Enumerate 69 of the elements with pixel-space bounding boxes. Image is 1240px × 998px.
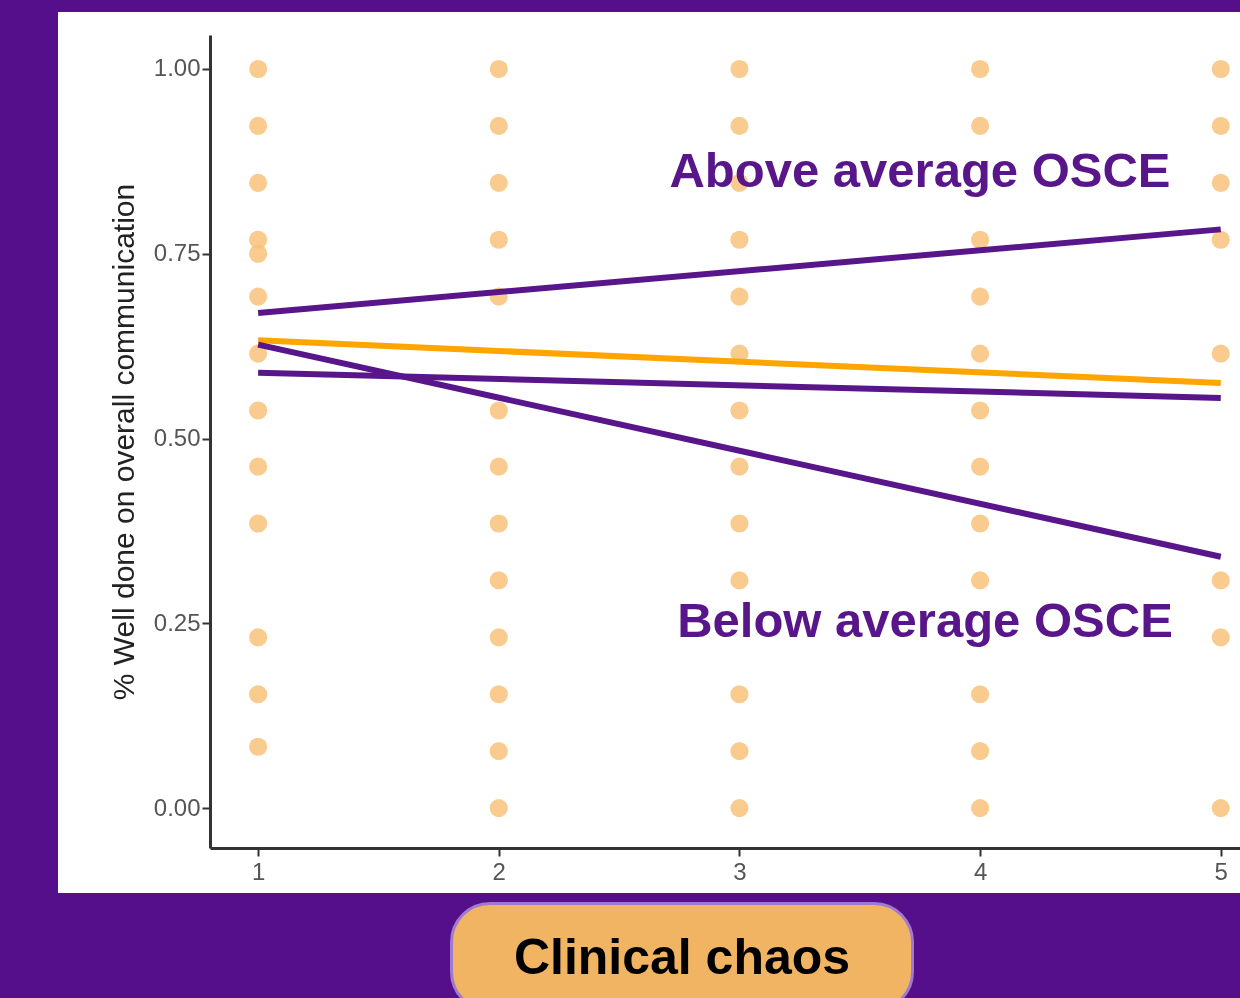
point	[1211, 230, 1230, 249]
point	[730, 742, 749, 761]
point	[971, 799, 990, 818]
y-tick-label: 1.00	[153, 54, 201, 82]
annotation: Above average OSCE	[669, 142, 1171, 198]
point	[971, 344, 990, 363]
point	[249, 344, 268, 363]
point	[249, 457, 268, 476]
point	[1211, 571, 1230, 590]
point	[1211, 344, 1230, 363]
point	[489, 685, 508, 704]
point	[249, 59, 268, 79]
point	[730, 401, 749, 420]
point	[1211, 116, 1230, 135]
point	[730, 514, 749, 533]
point	[730, 457, 749, 476]
point	[249, 628, 268, 647]
point	[730, 685, 749, 704]
point	[971, 742, 990, 761]
point	[971, 514, 990, 533]
point	[489, 571, 508, 590]
y-tick-label: 0.25	[153, 608, 201, 636]
point	[249, 116, 268, 135]
point	[971, 401, 990, 420]
point	[730, 287, 749, 306]
x-tick-label: 4	[973, 857, 988, 885]
point	[730, 799, 749, 818]
point	[971, 287, 990, 306]
x-tick-label: 1	[251, 857, 266, 885]
y-axis-title: % Well done on overall communication	[106, 183, 140, 701]
point	[1211, 173, 1230, 192]
point	[1211, 628, 1230, 647]
point	[249, 244, 268, 263]
point	[489, 514, 508, 533]
point	[489, 799, 508, 818]
point	[1211, 799, 1230, 818]
point	[249, 401, 268, 420]
point	[489, 230, 508, 249]
point	[489, 742, 508, 761]
point	[730, 59, 749, 79]
point	[249, 287, 268, 306]
point	[249, 737, 268, 756]
point	[489, 457, 508, 476]
point	[730, 571, 749, 590]
point	[971, 457, 990, 476]
point	[489, 116, 508, 135]
point	[489, 401, 508, 420]
x-axis-title: Clinical chaos	[450, 902, 914, 998]
point	[971, 59, 990, 79]
point	[730, 230, 749, 249]
point	[730, 116, 749, 135]
point	[489, 59, 508, 79]
point	[971, 571, 990, 590]
point	[971, 685, 990, 704]
point	[249, 514, 268, 533]
point	[971, 230, 990, 249]
point	[1211, 59, 1230, 79]
x-tick-label: 2	[492, 857, 506, 885]
y-tick-label: 0.75	[153, 239, 201, 267]
x-tick-label: 5	[1214, 857, 1228, 885]
point	[249, 173, 268, 192]
annotation: Below average OSCE	[677, 592, 1173, 648]
point	[249, 685, 268, 704]
point	[489, 628, 508, 647]
point	[971, 116, 990, 135]
x-tick-label: 3	[733, 857, 747, 885]
point	[489, 173, 508, 192]
y-tick-label: 0.00	[153, 793, 201, 821]
y-tick-label: 0.50	[153, 424, 201, 452]
